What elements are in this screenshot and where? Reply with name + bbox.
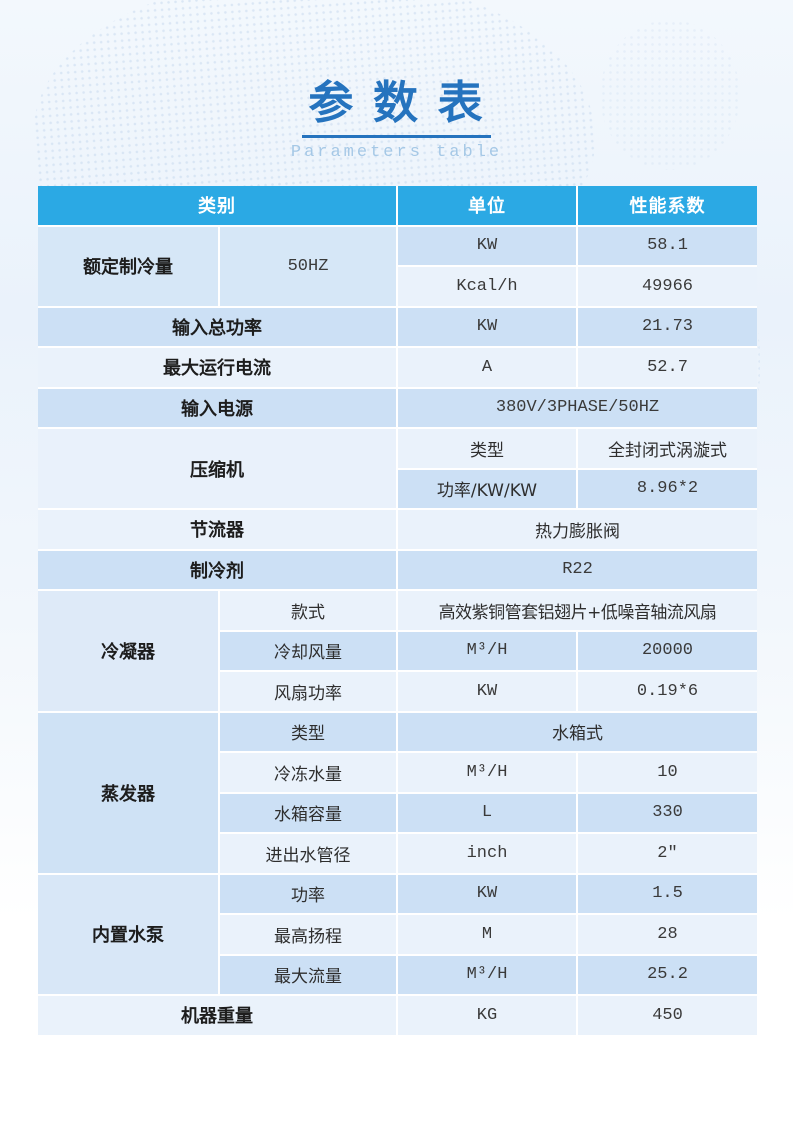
sub-label-cell: 功率/KW/KW [398,469,576,508]
unit-cell: KW [398,672,576,711]
header-category-cell: 类别 [38,186,396,225]
sub-label-cell: 类型 [220,712,396,751]
value-cell: 2″ [578,834,757,873]
value-cell: 380V/3PHASE/50HZ [398,388,757,427]
sub-label-cell: 最高扬程 [220,915,396,954]
input-total-power-label: 输入总功率 [38,307,396,346]
page-title: 参 数 表 [302,78,491,138]
sub-label-cell: 功率 [220,874,396,913]
unit-cell: KW [398,226,576,265]
pump-label: 内置水泵 [38,874,218,994]
value-cell: 高效紫铜管套铝翅片+低噪音轴流风扇 [398,591,757,630]
sub-label-cell: 水箱容量 [220,793,396,832]
header-coefficient-cell: 性能系数 [578,186,757,225]
value-cell: 1.5 [578,874,757,913]
sub-label-cell: 款式 [220,591,396,630]
unit-cell: inch [398,834,576,873]
value-cell: 49966 [578,267,757,306]
unit-cell: M³/H [398,753,576,792]
unit-cell: KW [398,307,576,346]
unit-cell: M³/H [398,955,576,994]
title-block: 参 数 表 Parameters table [0,78,793,162]
unit-cell: L [398,793,576,832]
throttle-label: 节流器 [38,510,396,549]
sub-label-cell: 风扇功率 [220,672,396,711]
value-cell: 10 [578,753,757,792]
header-unit-cell: 单位 [398,186,576,225]
sub-label-cell: 类型 [398,429,576,468]
unit-cell: A [398,348,576,387]
unit-cell: Kcal/h [398,267,576,306]
power-supply-label: 输入电源 [38,388,396,427]
sub-label-cell: 进出水管径 [220,834,396,873]
value-cell: 450 [578,996,757,1035]
unit-cell: M³/H [398,631,576,670]
evaporator-label: 蒸发器 [38,712,218,873]
refrigerant-label: 制冷剂 [38,550,396,589]
parameters-table: 类别 单位 性能系数 额定制冷量 50HZ KW 58.1 Kcal/h 499… [38,186,757,1035]
rated-cooling-frequency: 50HZ [220,226,396,306]
value-cell: 52.7 [578,348,757,387]
value-cell: 全封闭式涡漩式 [578,429,757,468]
value-cell: 8.96*2 [578,469,757,508]
unit-cell: KG [398,996,576,1035]
value-cell: 28 [578,915,757,954]
value-cell: 热力膨胀阀 [398,510,757,549]
value-cell: 330 [578,793,757,832]
sub-label-cell: 冷却风量 [220,631,396,670]
unit-cell: KW [398,874,576,913]
value-cell: 21.73 [578,307,757,346]
compressor-label: 压缩机 [38,429,396,508]
sub-label-cell: 最大流量 [220,955,396,994]
unit-cell: M [398,915,576,954]
sub-label-cell: 冷冻水量 [220,753,396,792]
value-cell: 0.19*6 [578,672,757,711]
page-subtitle: Parameters table [290,142,503,162]
max-current-label: 最大运行电流 [38,348,396,387]
rated-cooling-label: 额定制冷量 [38,226,218,306]
value-cell: 58.1 [578,226,757,265]
value-cell: R22 [398,550,757,589]
weight-label: 机器重量 [38,996,396,1035]
condenser-label: 冷凝器 [38,591,218,711]
value-cell: 25.2 [578,955,757,994]
value-cell: 水箱式 [398,712,757,751]
value-cell: 20000 [578,631,757,670]
